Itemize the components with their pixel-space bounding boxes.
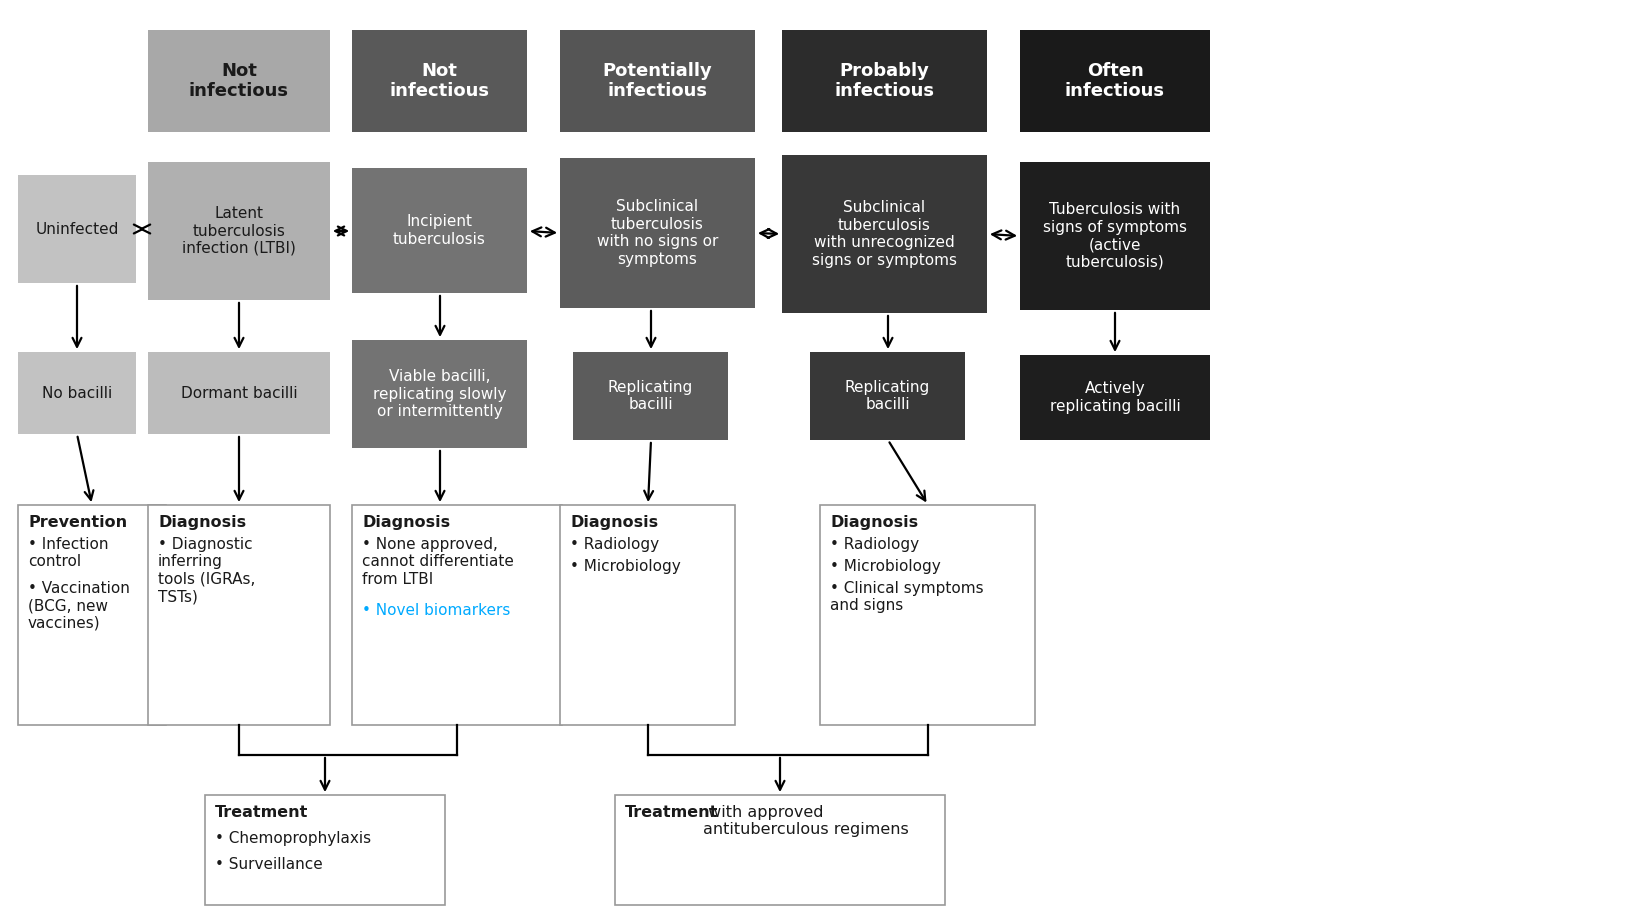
Text: Subclinical
tuberculosis
with no signs or
symptoms: Subclinical tuberculosis with no signs o… (597, 200, 718, 267)
Text: Viable bacilli,
replicating slowly
or intermittently: Viable bacilli, replicating slowly or in… (372, 369, 506, 419)
Text: Dormant bacilli: Dormant bacilli (180, 385, 297, 400)
Text: Treatment: Treatment (215, 805, 308, 820)
FancyBboxPatch shape (782, 155, 987, 313)
Text: with approved
antituberculous regimens: with approved antituberculous regimens (703, 805, 908, 837)
FancyBboxPatch shape (1019, 162, 1210, 310)
FancyBboxPatch shape (148, 30, 329, 132)
Text: • None approved,
cannot differentiate
from LTBI: • None approved, cannot differentiate fr… (362, 537, 513, 587)
FancyBboxPatch shape (615, 795, 944, 905)
FancyBboxPatch shape (559, 30, 754, 132)
FancyBboxPatch shape (148, 505, 329, 725)
FancyBboxPatch shape (782, 30, 987, 132)
Text: Potentially
infectious: Potentially infectious (602, 62, 711, 101)
Text: Not
infectious: Not infectious (390, 62, 488, 101)
Text: • Microbiology: • Microbiology (829, 559, 941, 574)
Text: Tuberculosis with
signs of symptoms
(active
tuberculosis): Tuberculosis with signs of symptoms (act… (1042, 202, 1187, 270)
FancyBboxPatch shape (18, 175, 136, 283)
FancyBboxPatch shape (572, 352, 728, 440)
FancyBboxPatch shape (18, 352, 136, 434)
Text: • Diagnostic
inferring
tools (IGRAs,
TSTs): • Diagnostic inferring tools (IGRAs, TST… (157, 537, 256, 604)
Text: Uninfected: Uninfected (36, 222, 118, 237)
FancyBboxPatch shape (18, 505, 166, 725)
FancyBboxPatch shape (1019, 30, 1210, 132)
Text: Often
infectious: Often infectious (1064, 62, 1164, 101)
Text: • Chemoprophylaxis: • Chemoprophylaxis (215, 831, 370, 846)
Text: Diagnosis: Diagnosis (362, 515, 449, 530)
Text: Subclinical
tuberculosis
with unrecognized
signs or symptoms: Subclinical tuberculosis with unrecogniz… (811, 201, 957, 268)
FancyBboxPatch shape (148, 352, 329, 434)
Text: Diagnosis: Diagnosis (829, 515, 918, 530)
FancyBboxPatch shape (559, 505, 734, 725)
FancyBboxPatch shape (352, 30, 526, 132)
FancyBboxPatch shape (205, 795, 444, 905)
Text: Replicating
bacilli: Replicating bacilli (608, 380, 693, 412)
Text: Incipient
tuberculosis: Incipient tuberculosis (393, 214, 485, 247)
FancyBboxPatch shape (820, 505, 1034, 725)
Text: • Microbiology: • Microbiology (570, 559, 680, 574)
FancyBboxPatch shape (352, 505, 562, 725)
Text: Latent
tuberculosis
infection (LTBI): Latent tuberculosis infection (LTBI) (182, 206, 295, 256)
Text: No bacilli: No bacilli (43, 385, 111, 400)
Text: Not
infectious: Not infectious (188, 62, 288, 101)
Text: • Vaccination
(BCG, new
vaccines): • Vaccination (BCG, new vaccines) (28, 581, 129, 631)
Text: • Surveillance: • Surveillance (215, 857, 323, 872)
Text: Replicating
bacilli: Replicating bacilli (844, 380, 929, 412)
FancyBboxPatch shape (352, 168, 526, 293)
FancyBboxPatch shape (1019, 355, 1210, 440)
Text: Prevention: Prevention (28, 515, 128, 530)
Text: Diagnosis: Diagnosis (157, 515, 246, 530)
Text: • Clinical symptoms
and signs: • Clinical symptoms and signs (829, 581, 983, 614)
FancyBboxPatch shape (559, 158, 754, 308)
Text: Diagnosis: Diagnosis (570, 515, 657, 530)
Text: • Radiology: • Radiology (829, 537, 918, 552)
Text: • Radiology: • Radiology (570, 537, 659, 552)
Text: • Infection
control: • Infection control (28, 537, 108, 569)
Text: Actively
replicating bacilli: Actively replicating bacilli (1049, 382, 1180, 414)
Text: Treatment: Treatment (624, 805, 718, 820)
FancyBboxPatch shape (352, 340, 526, 448)
FancyBboxPatch shape (148, 162, 329, 300)
FancyBboxPatch shape (810, 352, 964, 440)
Text: Probably
infectious: Probably infectious (834, 62, 934, 101)
Text: • Novel biomarkers: • Novel biomarkers (362, 603, 510, 618)
